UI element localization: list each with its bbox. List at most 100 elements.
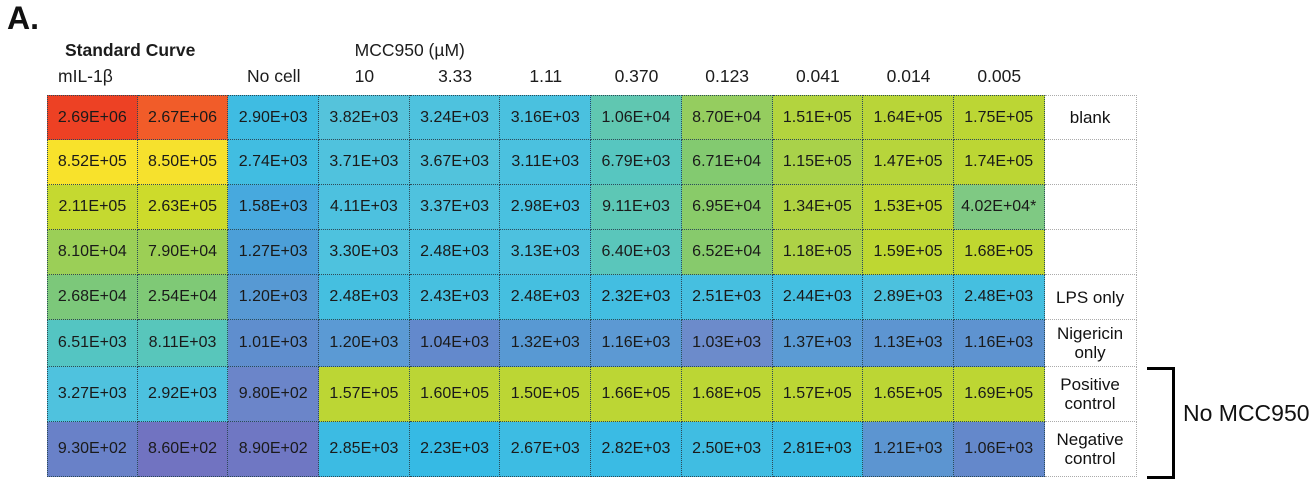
col-header: 0.014 bbox=[886, 65, 931, 86]
heatmap-cell: 4.02E+04* bbox=[953, 185, 1045, 230]
heatmap-cell: 3.30E+03 bbox=[319, 230, 410, 275]
row-label: blank bbox=[1044, 95, 1137, 140]
column-headers: mIL-1β No cell 10 3.33 1.11 0.370 0.123 0.041 0.… bbox=[47, 62, 1137, 90]
heatmap-cell: 1.16E+03 bbox=[953, 320, 1045, 367]
heatmap-cell: 2.74E+03 bbox=[228, 140, 320, 185]
heatmap-cell: 8.90E+02 bbox=[228, 422, 320, 477]
col-header: No cell bbox=[246, 65, 301, 86]
col-header: 3.33 bbox=[438, 65, 473, 86]
heatmap-cell: 1.21E+03 bbox=[863, 422, 954, 477]
heatmap-cell: 2.11E+05 bbox=[47, 185, 138, 230]
heatmap-cell: 2.48E+03 bbox=[953, 275, 1045, 320]
heatmap-cell: 1.13E+03 bbox=[863, 320, 954, 367]
heatmap-cell: 9.11E+03 bbox=[591, 185, 682, 230]
heatmap-cell: 2.48E+03 bbox=[500, 275, 592, 320]
row-label: LPS only bbox=[1044, 275, 1137, 320]
heatmap-cell: 2.89E+03 bbox=[863, 275, 954, 320]
heatmap-cell: 2.50E+03 bbox=[681, 422, 773, 477]
col-header: 1.11 bbox=[529, 65, 563, 86]
heatmap-cell: 6.71E+04 bbox=[681, 140, 773, 185]
col-header: 0.123 bbox=[705, 65, 750, 86]
col-header-mil1b: mIL-1β bbox=[58, 65, 113, 86]
heatmap-cell: 6.51E+03 bbox=[47, 320, 138, 367]
heatmap-cell: 3.82E+03 bbox=[319, 95, 410, 140]
heatmap-cell: 6.95E+04 bbox=[681, 185, 773, 230]
column-group-headers: Standard Curve MCC950 (µM) bbox=[47, 38, 1137, 62]
row-label: Negative control bbox=[1044, 422, 1137, 477]
heatmap-cell: 3.16E+03 bbox=[500, 95, 592, 140]
heatmap-cell: 1.06E+04 bbox=[591, 95, 682, 140]
heatmap-cell: 3.71E+03 bbox=[319, 140, 410, 185]
heatmap-cell: 2.69E+06 bbox=[47, 95, 138, 140]
heatmap-cell: 2.81E+03 bbox=[772, 422, 864, 477]
heatmap-cell: 1.64E+05 bbox=[863, 95, 954, 140]
no-mcc950-bracket bbox=[1147, 367, 1175, 479]
heatmap-cell: 1.20E+03 bbox=[228, 275, 320, 320]
heatmap-cell: 1.34E+05 bbox=[772, 185, 864, 230]
row-label: Positive control bbox=[1044, 367, 1137, 422]
no-mcc950-label: No MCC950 bbox=[1183, 400, 1310, 426]
row-label: Nigericin only bbox=[1044, 320, 1137, 367]
heatmap-cell: 1.06E+03 bbox=[953, 422, 1045, 477]
heatmap-cell: 7.90E+04 bbox=[137, 230, 229, 275]
heatmap-cell: 1.16E+03 bbox=[591, 320, 682, 367]
row-label bbox=[1044, 140, 1137, 185]
heatmap-cell: 2.63E+05 bbox=[137, 185, 229, 230]
heatmap-cell: 8.60E+02 bbox=[137, 422, 229, 477]
heatmap-cell: 2.32E+03 bbox=[591, 275, 682, 320]
heatmap-cell: 2.67E+03 bbox=[500, 422, 592, 477]
heatmap-cell: 1.57E+05 bbox=[772, 367, 864, 422]
heatmap-cell: 8.50E+05 bbox=[137, 140, 229, 185]
standard-curve-heading: Standard Curve bbox=[65, 39, 196, 60]
heatmap-cell: 2.23E+03 bbox=[409, 422, 501, 477]
heatmap-cell: 2.67E+06 bbox=[137, 95, 229, 140]
heatmap-cell: 9.80E+02 bbox=[228, 367, 320, 422]
heatmap-cell: 1.03E+03 bbox=[681, 320, 773, 367]
col-header: 0.370 bbox=[614, 65, 659, 86]
heatmap-cell: 8.52E+05 bbox=[47, 140, 138, 185]
heatmap-cell: 6.40E+03 bbox=[591, 230, 682, 275]
heatmap-cell: 1.68E+05 bbox=[953, 230, 1045, 275]
heatmap-cell: 2.54E+04 bbox=[137, 275, 229, 320]
heatmap-cell: 1.53E+05 bbox=[863, 185, 954, 230]
heatmap-cell: 3.11E+03 bbox=[500, 140, 592, 185]
heatmap-cell: 8.10E+04 bbox=[47, 230, 138, 275]
heatmap-cell: 3.27E+03 bbox=[47, 367, 138, 422]
heatmap-cell: 1.66E+05 bbox=[591, 367, 682, 422]
heatmap-cell: 4.11E+03 bbox=[319, 185, 410, 230]
panel-label: A. bbox=[7, 0, 39, 36]
heatmap-cell: 1.69E+05 bbox=[953, 367, 1045, 422]
heatmap-cell: 1.04E+03 bbox=[409, 320, 501, 367]
heatmap-cell: 1.20E+03 bbox=[319, 320, 410, 367]
heatmap-cell: 1.37E+03 bbox=[772, 320, 864, 367]
heatmap-cell: 2.90E+03 bbox=[228, 95, 320, 140]
heatmap-cell: 1.01E+03 bbox=[228, 320, 320, 367]
heatmap-cell: 2.92E+03 bbox=[137, 367, 229, 422]
heatmap-cell: 2.68E+04 bbox=[47, 275, 138, 320]
heatmap-cell: 2.51E+03 bbox=[681, 275, 773, 320]
heatmap-cell: 2.98E+03 bbox=[500, 185, 592, 230]
heatmap-cell: 6.79E+03 bbox=[591, 140, 682, 185]
col-header: 0.005 bbox=[977, 65, 1022, 86]
heatmap-cell: 9.30E+02 bbox=[47, 422, 138, 477]
row-label bbox=[1044, 230, 1137, 275]
heatmap-cell: 1.58E+03 bbox=[228, 185, 320, 230]
heatmap-cell: 3.13E+03 bbox=[500, 230, 592, 275]
heatmap-cell: 6.52E+04 bbox=[681, 230, 773, 275]
row-label bbox=[1044, 185, 1137, 230]
heatmap-cell: 2.82E+03 bbox=[591, 422, 682, 477]
mcc950-heading: MCC950 (µM) bbox=[354, 39, 465, 60]
col-header: 0.041 bbox=[795, 65, 840, 86]
heatmap-cell: 1.75E+05 bbox=[953, 95, 1045, 140]
heatmap-cell: 3.24E+03 bbox=[409, 95, 501, 140]
col-header: 10 bbox=[354, 65, 375, 86]
heatmap-cell: 8.70E+04 bbox=[681, 95, 773, 140]
heatmap-cell: 2.85E+03 bbox=[319, 422, 410, 477]
heatmap-cell: 1.18E+05 bbox=[772, 230, 864, 275]
heatmap-cell: 2.48E+03 bbox=[409, 230, 501, 275]
heatmap-cell: 1.74E+05 bbox=[953, 140, 1045, 185]
heatmap-cell: 1.60E+05 bbox=[409, 367, 501, 422]
heatmap-grid: 2.69E+06 2.67E+06 2.90E+03 3.82E+03 3.24E+03… bbox=[47, 95, 1137, 477]
heatmap-cell: 8.11E+03 bbox=[137, 320, 229, 367]
